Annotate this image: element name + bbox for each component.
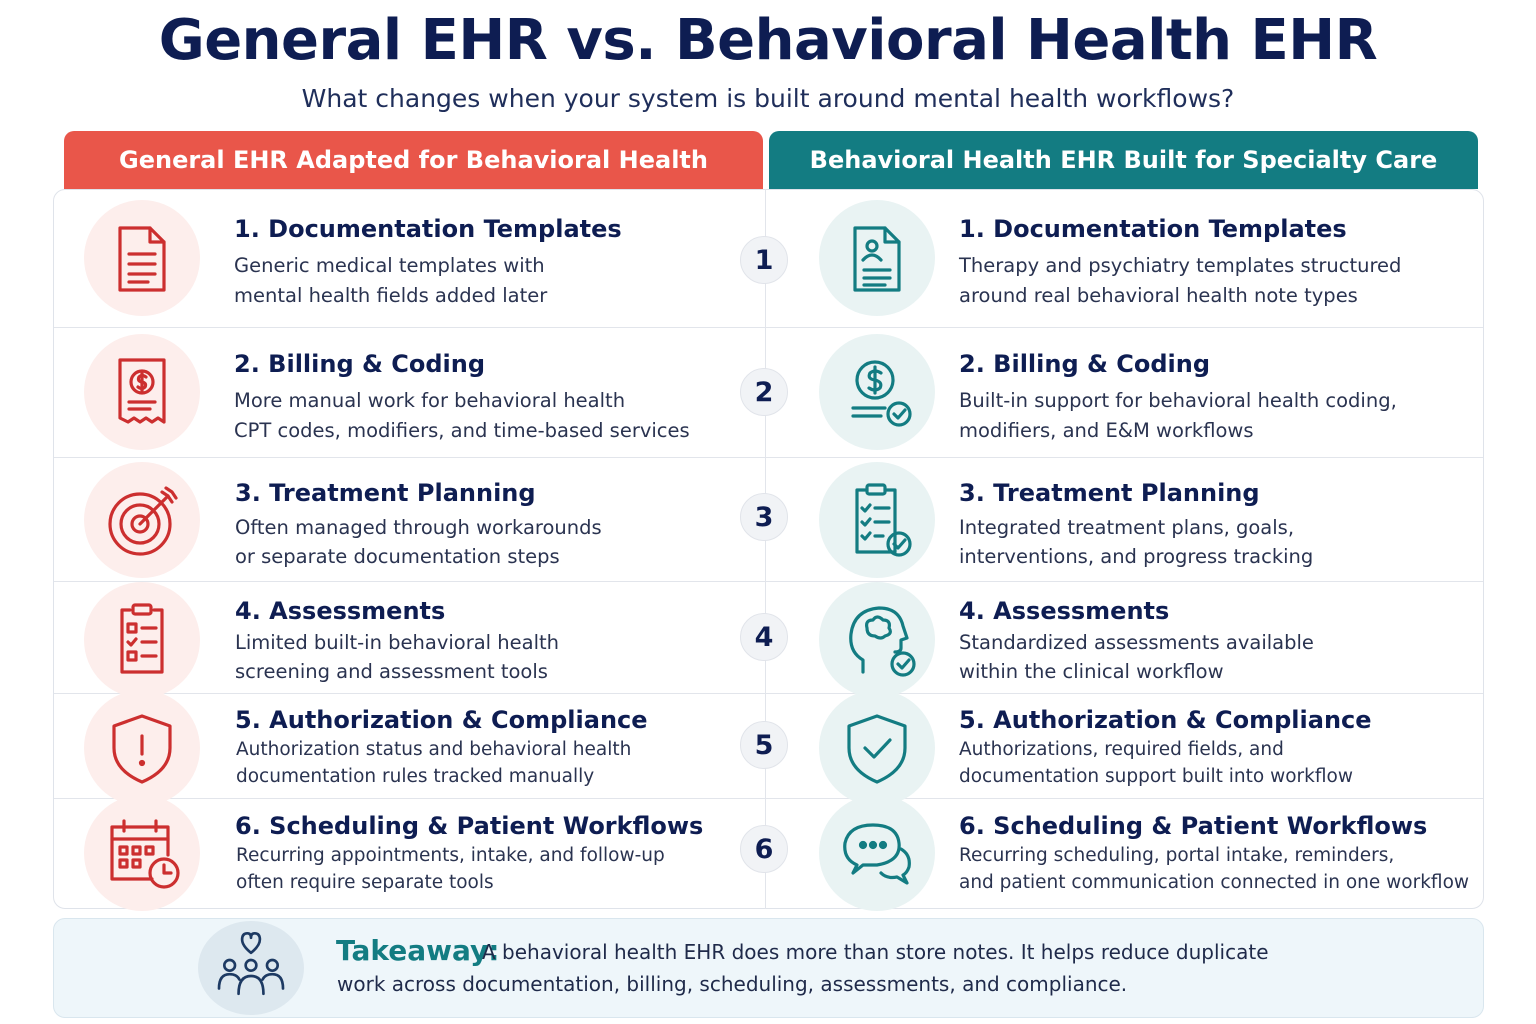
left-item-desc: or separate documentation steps (235, 545, 560, 568)
left-item-desc: Limited built-in behavioral health (235, 631, 560, 654)
left-item-title: 5. Authorization & Compliance (235, 706, 648, 734)
row-divider (54, 798, 1483, 799)
takeaway-text: A behavioral health EHR does more than s… (482, 940, 1269, 964)
left-item-desc: More manual work for behavioral health (234, 389, 626, 412)
people-heart-icon (198, 921, 304, 1015)
right-item-desc: modifiers, and E&M workflows (959, 419, 1254, 442)
left-item-desc: mental health fields added later (234, 284, 548, 307)
right-item-desc: interventions, and progress tracking (959, 545, 1314, 568)
left-item-title: 4. Assessments (235, 597, 446, 625)
row-number-badge: 2 (740, 368, 788, 416)
left-item-title: 1. Documentation Templates (234, 215, 622, 243)
clipboard-checklist-icon (819, 462, 935, 578)
clipboard-icon (84, 582, 200, 698)
row-divider (54, 581, 1483, 582)
chat-bubbles-icon (819, 795, 935, 911)
right-item-title: 4. Assessments (959, 597, 1170, 625)
brain-check-icon (819, 582, 935, 698)
right-item-title: 1. Documentation Templates (959, 215, 1347, 243)
row-number-badge: 6 (740, 825, 788, 873)
row-divider (54, 327, 1483, 328)
target-icon (84, 462, 200, 578)
left-item-desc: CPT codes, modifiers, and time-based ser… (234, 419, 690, 442)
right-item-desc: Recurring scheduling, portal intake, rem… (959, 845, 1395, 866)
row-number-badge: 4 (740, 613, 788, 661)
right-item-title: 5. Authorization & Compliance (959, 706, 1372, 734)
right-column-header: Behavioral Health EHR Built for Specialt… (769, 131, 1478, 189)
right-item-title: 6. Scheduling & Patient Workflows (959, 812, 1428, 840)
calendar-clock-icon (84, 795, 200, 911)
page-title: General EHR vs. Behavioral Health EHR (158, 8, 1378, 73)
invoice-dollar-icon (84, 334, 200, 450)
row-divider (54, 457, 1483, 458)
right-item-title: 2. Billing & Coding (959, 350, 1211, 378)
comparison-panel (53, 189, 1484, 909)
right-item-desc: within the clinical workflow (959, 660, 1224, 683)
shield-check-icon (819, 690, 935, 806)
left-item-title: 6. Scheduling & Patient Workflows (235, 812, 704, 840)
row-number-badge: 5 (740, 721, 788, 769)
right-item-desc: documentation support built into workflo… (959, 766, 1353, 787)
right-item-desc: Therapy and psychiatry templates structu… (959, 254, 1402, 277)
column-divider (765, 189, 766, 909)
left-item-desc: Authorization status and behavioral heal… (236, 739, 632, 760)
left-item-desc: Often managed through workarounds (235, 516, 602, 539)
row-number-badge: 3 (740, 493, 788, 541)
left-item-desc: Generic medical templates with (234, 254, 545, 277)
right-item-desc: Authorizations, required fields, and (959, 739, 1284, 760)
left-item-desc: Recurring appointments, intake, and foll… (236, 845, 665, 866)
right-item-desc: Integrated treatment plans, goals, (959, 516, 1295, 539)
left-item-desc: screening and assessment tools (235, 660, 548, 683)
patient-document-icon (819, 200, 935, 316)
left-column-header: General EHR Adapted for Behavioral Healt… (64, 131, 763, 189)
takeaway-label: Takeaway: (336, 934, 500, 967)
left-item-title: 2. Billing & Coding (234, 350, 486, 378)
document-icon (84, 200, 200, 316)
right-item-desc: around real behavioral health note types (959, 284, 1358, 307)
right-item-desc: and patient communication connected in o… (959, 872, 1470, 893)
left-item-desc: often require separate tools (236, 872, 494, 893)
right-item-desc: Standardized assessments available (959, 631, 1314, 654)
left-item-title: 3. Treatment Planning (235, 479, 536, 507)
right-item-title: 3. Treatment Planning (959, 479, 1260, 507)
page-subtitle: What changes when your system is built a… (301, 84, 1235, 113)
right-item-desc: Built-in support for behavioral health c… (959, 389, 1397, 412)
row-divider (54, 693, 1483, 694)
takeaway-text: work across documentation, billing, sche… (337, 972, 1128, 996)
row-number-badge: 1 (740, 236, 788, 284)
shield-alert-icon (84, 690, 200, 806)
dollar-check-icon (819, 334, 935, 450)
left-item-desc: documentation rules tracked manually (236, 766, 595, 787)
